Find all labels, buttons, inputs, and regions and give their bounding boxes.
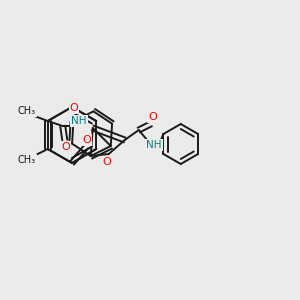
Text: NH: NH (146, 140, 161, 150)
Text: CH₃: CH₃ (18, 155, 36, 165)
Text: CH₃: CH₃ (18, 106, 36, 116)
Text: O: O (61, 142, 70, 152)
Text: O: O (82, 135, 91, 145)
Text: NH: NH (71, 116, 86, 126)
Text: O: O (102, 157, 111, 167)
Text: O: O (148, 112, 157, 122)
Text: O: O (70, 103, 78, 113)
